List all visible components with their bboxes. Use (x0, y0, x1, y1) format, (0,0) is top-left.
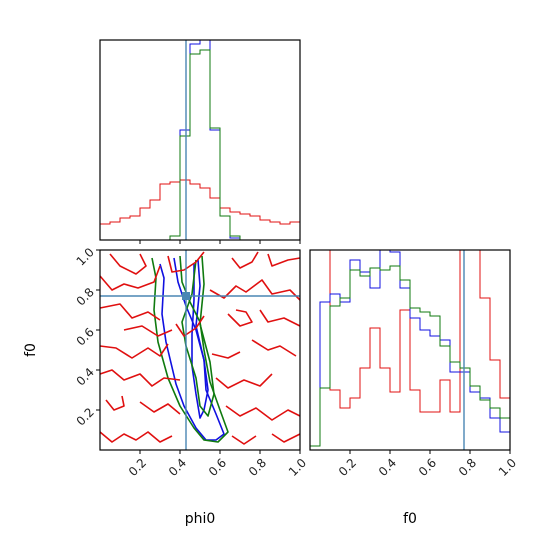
joint-red-contour (227, 309, 253, 327)
f0-y-tick-label: 0.8 (74, 285, 97, 308)
phi0-tick-label: 0.4 (166, 456, 189, 479)
phi0-tick-label: 0.2 (126, 456, 149, 479)
joint-red-contour (139, 401, 181, 415)
xlabel-f0: f0 (403, 511, 417, 527)
joint-contour-panel (96, 249, 301, 454)
f0-tick-label: 0.2 (336, 456, 359, 479)
joint-red-contour (167, 251, 205, 273)
joint-red-contour (99, 369, 181, 387)
joint-red-contour (215, 373, 273, 389)
phi0-frame (99, 39, 301, 241)
joint-red-contour (267, 253, 301, 267)
joint-green-contour (181, 255, 215, 417)
f0-tick-label: 1.0 (496, 456, 519, 479)
joint-red-contour (231, 251, 259, 269)
joint-red-contour (105, 395, 125, 411)
phi0-red-histogram (99, 179, 301, 240)
joint-green-contour (151, 255, 229, 443)
joint-red-contour (99, 303, 161, 321)
phi0-x-tick-labels: 0.2 0.4 0.6 0.8 1.0 (126, 456, 309, 479)
f0-y-tick-label: 0.6 (74, 325, 97, 348)
f0-tick-label: 0.4 (376, 456, 399, 479)
joint-red-contour (225, 405, 301, 421)
phi0-green-histogram (100, 49, 300, 241)
joint-red-contour (99, 265, 161, 291)
f0-tick-label: 0.8 (456, 456, 479, 479)
f0-y-tick-label: 0.4 (74, 365, 97, 388)
joint-red-contour (271, 433, 301, 443)
joint-red-contour (99, 343, 169, 359)
joint-red-contour (109, 253, 147, 275)
joint-blue-contour (191, 259, 209, 419)
f0-y-tick-labels: 0.2 0.4 0.6 0.8 1.0 (74, 245, 97, 428)
xlabel-phi0: phi0 (185, 511, 216, 527)
f0-frame (309, 249, 511, 451)
joint-red-contour (259, 309, 301, 327)
joint-red-contour (175, 315, 205, 337)
joint-red-contour (211, 351, 241, 359)
joint-red-contour (99, 431, 173, 443)
f0-y-tick-label: 1.0 (74, 245, 97, 268)
joint-red-contour (231, 435, 257, 445)
phi0-histogram-panel (99, 39, 301, 244)
joint-red-contour (209, 279, 301, 301)
f0-green-histogram (309, 265, 511, 450)
joint-truth-marker (182, 292, 190, 300)
f0-x-tick-labels: 0.2 0.4 0.6 0.8 1.0 (336, 456, 519, 479)
joint-red-contour (251, 339, 297, 357)
joint-red-contour (123, 325, 173, 337)
f0-y-tick-label: 0.2 (74, 405, 97, 428)
joint-frame (99, 249, 301, 451)
f0-histogram-panel (309, 249, 511, 454)
f0-tick-label: 0.6 (416, 456, 439, 479)
phi0-tick-label: 1.0 (286, 456, 309, 479)
phi0-blue-histogram (100, 39, 300, 241)
phi0-tick-label: 0.6 (206, 456, 229, 479)
phi0-tick-label: 0.8 (246, 456, 269, 479)
ylabel-f0: f0 (23, 343, 39, 357)
